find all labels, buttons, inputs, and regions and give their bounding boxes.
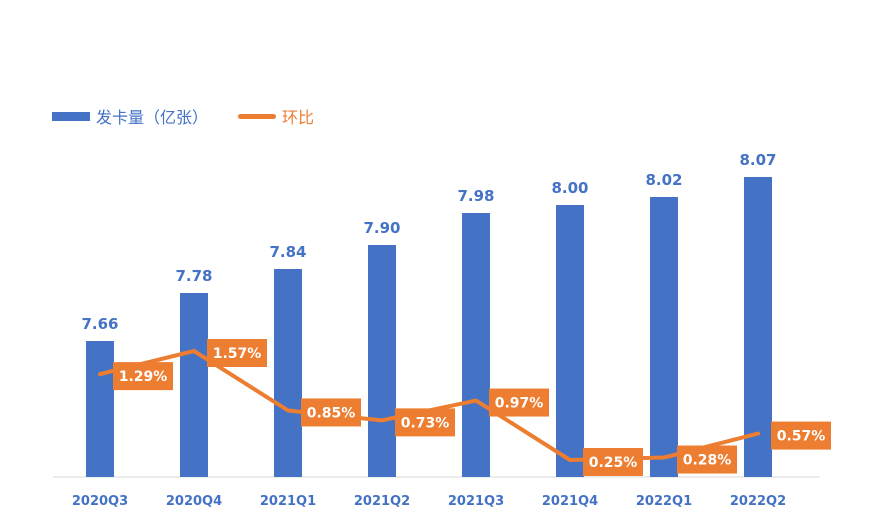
bar-label-2022Q2: 8.07 — [739, 151, 776, 169]
bar-label-2021Q1: 7.84 — [269, 243, 306, 261]
tick-label-2022Q2: 2022Q2 — [730, 494, 786, 509]
tick-label-2020Q3: 2020Q3 — [72, 494, 128, 509]
line-label-box-2020Q3 — [113, 362, 173, 391]
legend-item-bar: 发卡量（亿张） — [52, 104, 208, 128]
bar-2021Q1 — [274, 269, 302, 477]
bar-label-2021Q2: 7.90 — [363, 219, 400, 237]
tick-label-2022Q1: 2022Q1 — [636, 494, 692, 509]
line-label-box-2022Q1 — [677, 445, 737, 474]
line-label-box-2021Q4 — [583, 448, 643, 476]
line-label-2022Q1: 0.28% — [683, 453, 732, 469]
line-label-box-2021Q3 — [489, 388, 549, 417]
bar-label-2020Q4: 7.78 — [175, 267, 212, 285]
tick-label-2021Q3: 2021Q3 — [448, 494, 504, 509]
line-label-2021Q3: 0.97% — [495, 396, 544, 412]
bar-2021Q3 — [462, 213, 490, 477]
legend-label-bar: 发卡量（亿张） — [96, 108, 209, 127]
tick-label-2021Q1: 2021Q1 — [260, 494, 316, 509]
bar-2020Q3 — [86, 341, 114, 477]
bar-2022Q2 — [744, 177, 772, 477]
line-label-2020Q3: 1.29% — [119, 369, 168, 385]
legend-swatch-bar — [52, 111, 90, 121]
legend-item-line: 环比 — [238, 104, 314, 128]
bar-2020Q4 — [180, 293, 208, 477]
line-label-box-2020Q4 — [207, 339, 267, 367]
legend-label-line: 环比 — [282, 108, 315, 127]
line-label-2021Q4: 0.25% — [589, 455, 638, 471]
bar-2021Q2 — [368, 245, 396, 477]
bar-label-2020Q3: 7.66 — [81, 315, 118, 333]
tick-label-2021Q2: 2021Q2 — [354, 494, 410, 509]
bar-label-2021Q4: 8.00 — [551, 179, 588, 197]
bar-2021Q4 — [556, 205, 584, 477]
line-label-2022Q2: 0.57% — [777, 429, 826, 445]
legend-swatch-line — [238, 113, 277, 119]
tick-label-2020Q4: 2020Q4 — [166, 494, 222, 509]
line-label-box-2021Q1 — [301, 398, 361, 427]
tick-label-2021Q4: 2021Q4 — [542, 494, 598, 509]
line-label-2021Q2: 0.73% — [401, 415, 450, 431]
legend: 发卡量（亿张） 环比 — [52, 104, 344, 128]
line-label-box-2021Q2 — [395, 408, 455, 437]
bar-2022Q1 — [650, 197, 678, 477]
line-label-2020Q4: 1.57% — [213, 346, 262, 362]
bar-label-2022Q1: 8.02 — [645, 171, 682, 189]
bar-label-2021Q3: 7.98 — [457, 187, 494, 205]
line-label-2021Q1: 0.85% — [307, 405, 356, 421]
line-label-box-2022Q2 — [771, 421, 831, 450]
